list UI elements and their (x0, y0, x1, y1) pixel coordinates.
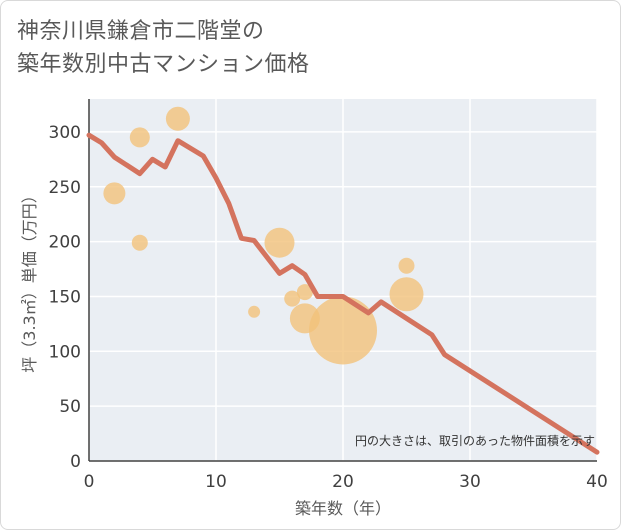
x-tick-label: 10 (205, 472, 227, 492)
bubble-point (129, 127, 150, 148)
x-tick-labels: 0 10 20 30 40 (84, 472, 608, 492)
bubble-point (296, 284, 313, 301)
x-tick-label: 40 (586, 472, 608, 492)
y-tick-label: 50 (59, 397, 81, 417)
bubble-point (398, 257, 415, 274)
bubble-point (103, 182, 126, 205)
y-tick-labels: 0 50 100 150 200 250 300 (49, 123, 81, 472)
y-axis-title: 坪（3.3㎡）単価（万円） (20, 187, 39, 372)
x-tick-label: 20 (332, 472, 354, 492)
y-tick-label: 100 (49, 342, 81, 362)
y-tick-label: 0 (70, 452, 81, 472)
bubble-point (264, 227, 295, 258)
y-tick-label: 300 (49, 123, 81, 143)
bubble-point (284, 290, 301, 307)
chart-title: 神奈川県鎌倉市二階堂の 築年数別中古マンション価格 (17, 15, 310, 81)
bubble-point (131, 234, 148, 251)
y-tick-label: 150 (49, 287, 81, 307)
bubble-point (248, 305, 261, 318)
bubble-point (389, 277, 424, 312)
x-tick-label: 30 (459, 472, 481, 492)
chart-title-line2: 築年数別中古マンション価格 (17, 52, 310, 77)
x-axis-title: 築年数（年） (295, 499, 391, 518)
chart-title-line1: 神奈川県鎌倉市二階堂の (17, 19, 265, 44)
y-tick-label: 250 (49, 178, 81, 198)
y-tick-label: 200 (49, 233, 81, 253)
bubble-size-note: 円の大きさは、取引のあった物件面積を示す (355, 433, 595, 448)
bubble-point (165, 106, 190, 131)
bubble-point (309, 296, 377, 365)
price-trend-line (86, 132, 600, 455)
x-tick-label: 0 (84, 472, 95, 492)
bubble-series (103, 106, 424, 365)
